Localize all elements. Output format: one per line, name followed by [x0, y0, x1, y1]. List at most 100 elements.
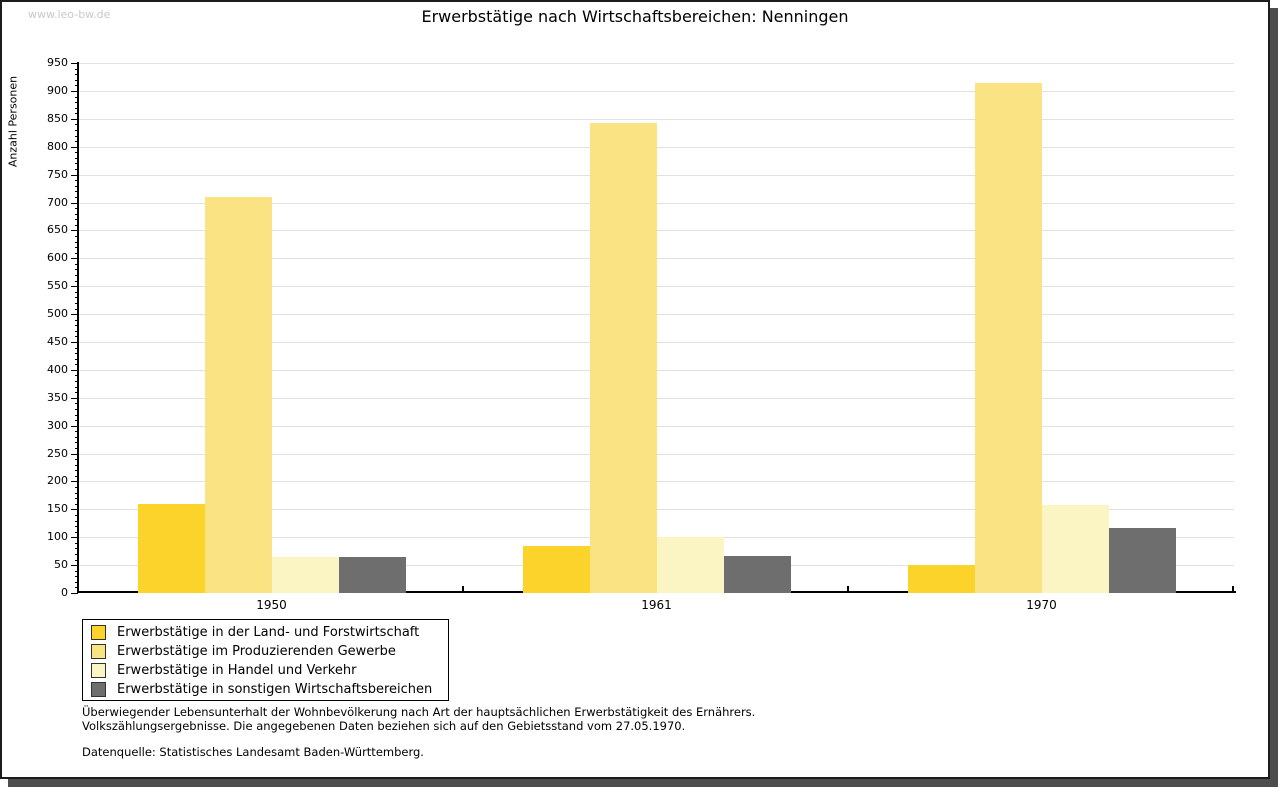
y-minor-tick [75, 235, 79, 237]
y-minor-tick [75, 219, 79, 221]
y-tick-label: 50 [54, 558, 68, 572]
y-minor-tick [75, 576, 79, 578]
y-minor-tick [75, 414, 79, 416]
y-major-tick [71, 481, 78, 483]
y-minor-tick [75, 514, 79, 516]
y-minor-tick [75, 403, 79, 405]
legend-label: Erwerbstätige in der Land- und Forstwirt… [117, 625, 420, 640]
y-minor-tick [75, 330, 79, 332]
bar-1950-series3 [338, 557, 406, 593]
y-minor-tick [75, 79, 79, 81]
y-major-tick [71, 63, 78, 64]
y-major-tick [71, 397, 78, 399]
y-major-tick [71, 425, 78, 427]
y-tick-label: 650 [47, 223, 68, 237]
y-minor-tick [75, 464, 79, 466]
gridline [79, 453, 1234, 455]
x-axis-tick [847, 586, 849, 593]
y-minor-tick [75, 269, 79, 271]
y-tick-label: 550 [47, 279, 68, 293]
y-major-tick [71, 174, 78, 176]
y-minor-tick [75, 157, 79, 159]
y-major-tick [71, 90, 78, 92]
plot-area [79, 63, 1234, 593]
y-major-tick [71, 118, 78, 120]
legend-swatch-handel-icon [91, 663, 106, 678]
gridline [79, 509, 1234, 511]
y-major-tick [71, 202, 78, 204]
y-major-tick [71, 537, 78, 539]
gridline [79, 258, 1234, 260]
y-major-tick [71, 230, 78, 232]
watermark: www.leo-bw.de [28, 8, 111, 21]
gridline [79, 286, 1234, 288]
y-minor-tick [75, 492, 79, 494]
gridline [79, 341, 1234, 343]
y-minor-tick [75, 408, 79, 410]
y-minor-tick [75, 180, 79, 182]
gridline [79, 90, 1234, 92]
y-minor-tick [75, 470, 79, 472]
y-minor-tick [75, 152, 79, 154]
legend-swatch-land-icon [91, 625, 106, 640]
footnote-line: Volkszählungsergebnisse. Die angegebenen… [82, 718, 686, 733]
y-minor-tick [75, 503, 79, 505]
y-minor-tick [75, 96, 79, 98]
y-minor-tick [75, 459, 79, 461]
y-tick-label: 900 [47, 83, 68, 97]
gridline [79, 118, 1234, 120]
y-major-tick [71, 341, 78, 343]
bar-1970-series0 [907, 565, 975, 593]
bar-1961-series0 [522, 546, 590, 593]
legend-item: Erwerbstätige im Produzierenden Gewerbe [83, 642, 448, 661]
y-minor-tick [75, 135, 79, 137]
y-major-tick [71, 286, 78, 288]
y-minor-tick [75, 129, 79, 131]
gridline [79, 481, 1234, 483]
gridline [79, 425, 1234, 427]
y-minor-tick [75, 587, 79, 589]
y-minor-tick [75, 113, 79, 115]
y-minor-tick [75, 392, 79, 394]
legend-item: Erwerbstätige in sonstigen Wirtschaftsbe… [83, 680, 448, 699]
y-minor-tick [75, 185, 79, 187]
y-tick-label: 200 [47, 474, 68, 488]
x-axis-tick [462, 586, 464, 593]
y-minor-tick [75, 526, 79, 528]
y-minor-tick [75, 141, 79, 143]
y-minor-tick [75, 475, 79, 477]
y-minor-tick [75, 364, 79, 366]
y-major-tick [71, 314, 78, 316]
bar-1950-series2 [271, 557, 339, 593]
y-major-tick [71, 593, 78, 594]
y-minor-tick [75, 375, 79, 377]
y-minor-tick [75, 386, 79, 388]
gridline [79, 230, 1234, 232]
y-minor-tick [75, 347, 79, 349]
gridline [79, 146, 1234, 148]
y-axis-line [77, 62, 79, 593]
y-minor-tick [75, 498, 79, 500]
y-minor-tick [75, 442, 79, 444]
bar-1950-series1 [204, 197, 272, 593]
x-axis-label: 1961 [641, 598, 672, 612]
legend-label: Erwerbstätige in sonstigen Wirtschaftsbe… [117, 682, 433, 697]
y-minor-tick [75, 581, 79, 583]
legend-label: Erwerbstätige im Produzierenden Gewerbe [117, 644, 396, 659]
y-minor-tick [75, 431, 79, 433]
y-tick-label: 150 [47, 502, 68, 516]
y-minor-tick [75, 559, 79, 561]
gridline [79, 314, 1234, 316]
y-major-tick [71, 146, 78, 148]
y-minor-tick [75, 208, 79, 210]
gridline [79, 397, 1234, 399]
x-axis-label: 1970 [1026, 598, 1057, 612]
y-minor-tick [75, 353, 79, 355]
legend-item: Erwerbstätige in Handel und Verkehr [83, 661, 448, 680]
y-minor-tick [75, 68, 79, 70]
bar-1970-series2 [1041, 505, 1109, 593]
chart-page: www.leo-bw.de Erwerbstätige nach Wirtsch… [0, 0, 1270, 779]
y-tick-label: 850 [47, 111, 68, 125]
bar-1961-series1 [589, 123, 657, 593]
y-tick-label: 600 [47, 251, 68, 265]
